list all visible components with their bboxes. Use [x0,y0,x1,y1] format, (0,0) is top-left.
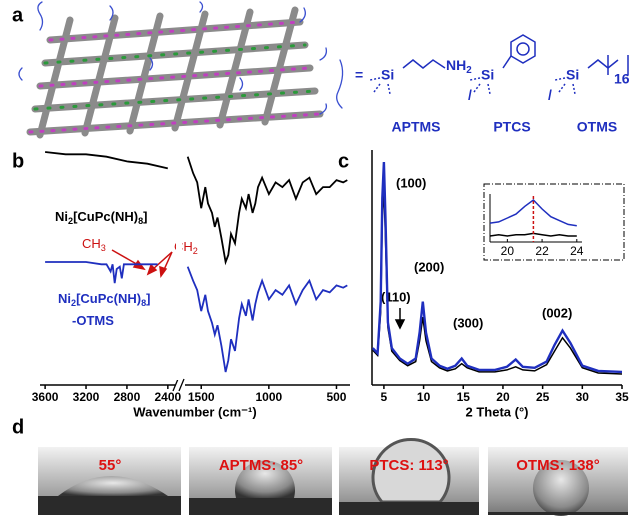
x-tick-label: 20 [496,390,510,404]
equals-sign: = [355,67,363,83]
x-tick-label: 35 [615,390,629,404]
x-tick-label: 500 [326,390,346,404]
figure: a b c d = Si NH2 Si Si [0,0,638,517]
x-tick-label: 5 [381,390,388,404]
contact-angle-photos [38,439,628,516]
peak-label: (110) [381,289,411,304]
axis-break-gap [176,150,182,380]
structure-name: APTMS [392,119,441,135]
xrd-line [373,188,622,374]
series-label: Ni2[CuPc(NH)8] [55,209,147,226]
structure-name: PTCS [493,119,530,135]
atom-label: Si [481,67,494,83]
panel-label: d [12,416,24,438]
contact-angle-label: APTMS: 85° [219,457,303,474]
peak-label: (300) [453,315,483,330]
separator: / [548,87,552,103]
panel-label: b [12,150,24,172]
x-tick-label: 1500 [188,390,215,404]
x-tick-label: 2400 [154,390,181,404]
spectrum-line [188,157,348,262]
atom-label: 16 [614,71,630,87]
x-tick-label: 30 [576,390,590,404]
x-tick-label: 25 [536,390,550,404]
x-tick-label: 10 [417,390,431,404]
atom-label: NH2 [446,57,472,76]
arrow [396,308,404,328]
x-axis-label: Wavenumber (cm⁻¹) [133,404,256,419]
x-tick-label: 2800 [114,390,141,404]
chemical-structures [370,35,628,94]
annotation: CH3 [82,236,106,253]
x-tick-label: 1000 [256,390,283,404]
contact-angle-label: PTCS: 113° [369,457,448,474]
spectrum-line [45,152,168,168]
framework-illustration [19,2,343,135]
x-tick-label: 3200 [73,390,100,404]
x-axis-label: 2 Theta (°) [466,404,529,419]
inset-x-tick-label: 24 [570,244,584,258]
atom-label: Si [566,67,579,83]
separator: / [468,87,472,103]
panel-label: c [338,150,349,172]
series-label: -OTMS [72,313,114,328]
series-label: Ni2[CuPc(NH)8] [58,291,150,308]
contact-angle-label: OTMS: 138° [516,457,600,474]
structure-name: OTMS [577,119,617,135]
inset-x-tick-label: 22 [535,244,549,258]
inset-x-tick-label: 20 [501,244,515,258]
peak-label: (002) [542,305,572,320]
contact-angle-label: 55° [99,457,122,474]
peak-label: (200) [414,259,444,274]
x-tick-label: 3600 [32,390,59,404]
peak-label: (100) [396,175,426,190]
spectrum-line [188,267,348,372]
atom-label: Si [381,67,394,83]
panel-label: a [12,4,24,26]
x-tick-label: 15 [457,390,471,404]
xrd-line [373,162,622,372]
spectrum-line [45,262,158,283]
